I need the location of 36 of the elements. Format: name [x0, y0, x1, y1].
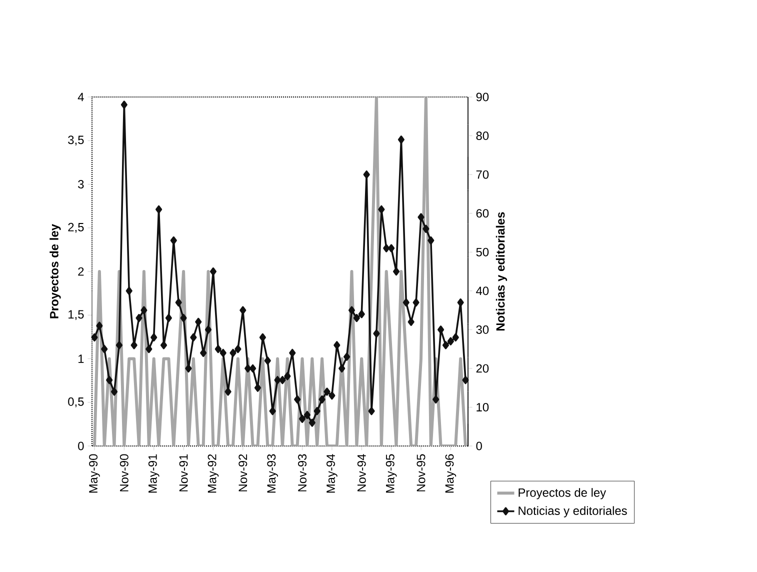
legend-label: Proyectos de ley — [518, 488, 606, 500]
y-tick-label: 2,5 — [68, 222, 84, 233]
x-tick-label: Nov-90 — [120, 454, 128, 492]
y-tick-label: 4 — [78, 92, 84, 102]
x-tick-label: Nov-94 — [357, 454, 366, 492]
y2-tick-label: 40 — [476, 286, 489, 296]
y2-tick-label: 80 — [476, 132, 489, 140]
x-tick-label: May-94 — [326, 454, 338, 493]
y2-tick-label: 70 — [476, 170, 489, 179]
y-axis-title: Proyectos de ley — [50, 224, 61, 318]
y2-tick-label: 10 — [476, 402, 489, 412]
x-tick-label: Nov-91 — [179, 454, 188, 492]
x-tick-label: May-93 — [267, 454, 278, 493]
legend-label: Noticias y editoriales — [518, 506, 627, 518]
x-tick-label: Nov-95 — [416, 454, 426, 492]
y-tick-label: 0,5 — [68, 397, 84, 408]
y2-tick-label: 20 — [476, 364, 489, 373]
y-tick-label: 2 — [78, 267, 84, 276]
x-tick-label: May-96 — [445, 454, 456, 493]
x-tick-label: Nov-93 — [298, 454, 306, 492]
y2-tick-label: 90 — [476, 92, 489, 102]
y-tick-label: 1,5 — [68, 310, 84, 320]
y2-axis-title: Noticias y editoriales — [496, 212, 508, 330]
x-tick-label: May-91 — [148, 454, 160, 493]
x-tick-label: May-92 — [208, 454, 219, 493]
y2-tick-label: 60 — [476, 209, 489, 218]
y-tick-label: 3,5 — [68, 136, 84, 146]
y2-tick-label: 30 — [476, 325, 489, 334]
x-tick-label: May-95 — [386, 454, 397, 493]
x-tick-label: May-90 — [89, 454, 100, 493]
y2-tick-label: 50 — [476, 248, 489, 256]
y-tick-label: 1 — [78, 354, 84, 363]
y-tick-label: 0 — [78, 442, 84, 450]
y-tick-label: 3 — [78, 180, 84, 188]
y2-tick-label: 0 — [476, 442, 482, 450]
x-tick-label: Nov-92 — [238, 454, 248, 492]
